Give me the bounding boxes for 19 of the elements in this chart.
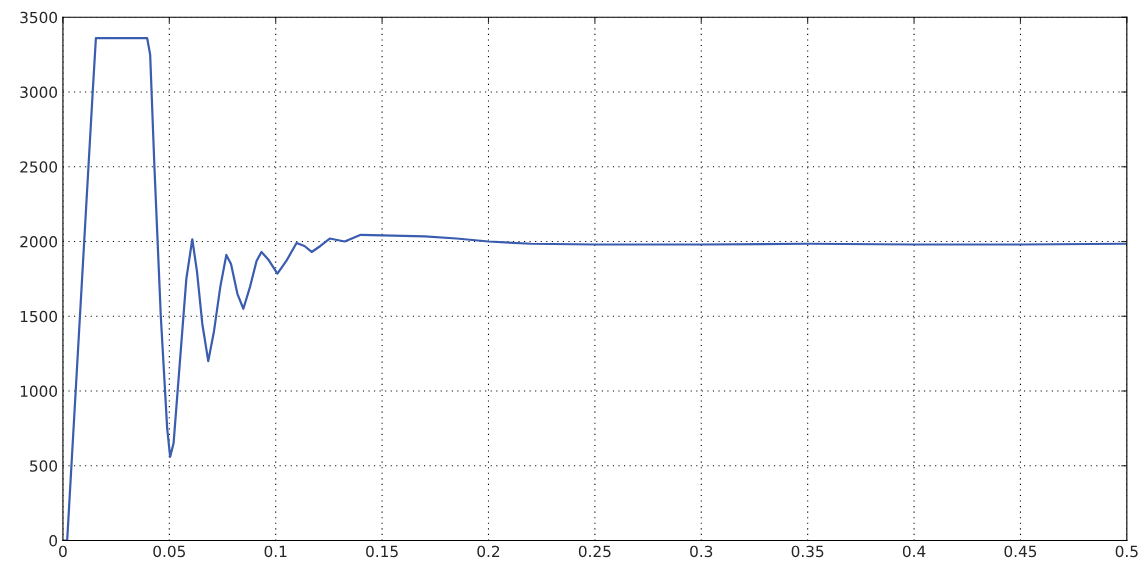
x-tick-label: 0.45 — [1004, 545, 1037, 558]
y-tick-label: 2000 — [20, 235, 58, 248]
y-tick-label: 3000 — [20, 86, 58, 99]
x-tick-label: 0.35 — [791, 545, 824, 558]
x-tick-label: 0.4 — [902, 545, 926, 558]
x-tick-label: 0.1 — [264, 545, 287, 558]
x-tick-label: 0.25 — [578, 545, 611, 558]
y-tick-label: 3500 — [20, 11, 58, 24]
y-tick-label: 1500 — [20, 310, 58, 323]
y-tick-label: 0 — [49, 534, 58, 547]
x-tick-label: 0.2 — [477, 545, 500, 558]
x-tick-label: 0 — [59, 545, 67, 558]
y-tick-label: 2500 — [20, 161, 58, 173]
y-tick-label: 1000 — [20, 385, 58, 398]
x-tick-label: 0.3 — [690, 545, 713, 558]
x-tick-label: 0.15 — [366, 545, 398, 558]
x-tick-label: 0.5 — [1115, 545, 1138, 558]
x-tick-label: 0.05 — [153, 545, 185, 558]
y-tick-label: 500 — [30, 460, 58, 472]
